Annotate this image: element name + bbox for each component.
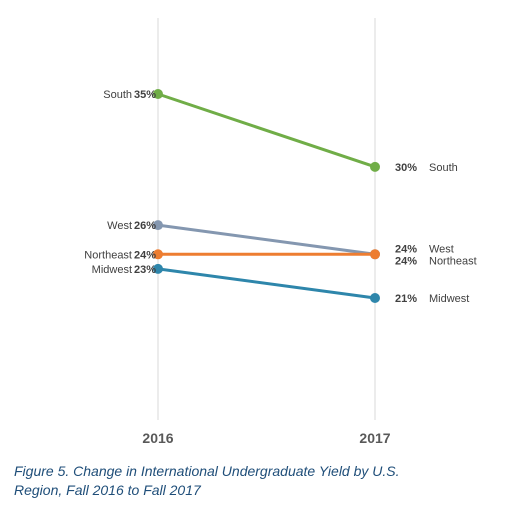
label-left-value-northeast: 24% (134, 249, 156, 261)
point-midwest-2016 (153, 263, 163, 274)
label-left-value-south: 35% (134, 89, 156, 101)
point-south-2016 (153, 89, 163, 99)
label-right-name-midwest: Midwest (429, 293, 469, 305)
gridlines (157, 18, 376, 420)
label-left-value-west: 26% (134, 220, 156, 232)
year-label-2016: 2016 (142, 430, 173, 446)
x-axis-labels: 2016 2017 (142, 430, 390, 446)
caption-line-1: Figure 5. Change in International Underg… (14, 463, 400, 479)
point-midwest-2017 (370, 293, 380, 303)
label-right-name-west: West (429, 243, 454, 255)
point-northeast-2016 (153, 249, 163, 260)
series-points (153, 89, 380, 303)
line-south (156, 92, 377, 169)
line-midwest (156, 267, 377, 300)
point-northeast-2017 (370, 249, 380, 260)
label-right-value-midwest: 21% (395, 293, 417, 305)
point-west-2016 (153, 220, 163, 231)
label-left-name-south: South (103, 89, 132, 101)
label-left-name-west: West (107, 220, 132, 232)
label-right-name-northeast: Northeast (429, 255, 477, 267)
label-right-name-south: South (429, 162, 458, 174)
label-right-value-south: 30% (395, 162, 417, 174)
figure-caption: Figure 5. Change in International Underg… (14, 462, 494, 500)
year-label-2017: 2017 (359, 430, 390, 446)
series-lines (156, 92, 377, 300)
label-left-name-midwest: Midwest (92, 264, 132, 276)
label-right-value-northeast: 24% (395, 255, 417, 267)
label-left-value-midwest: 23% (134, 264, 156, 276)
label-right-value-west: 24% (395, 243, 417, 255)
caption-line-2: Region, Fall 2016 to Fall 2017 (14, 482, 201, 498)
label-left-name-northeast: Northeast (84, 249, 132, 261)
line-west (156, 223, 377, 256)
point-south-2017 (370, 161, 380, 172)
